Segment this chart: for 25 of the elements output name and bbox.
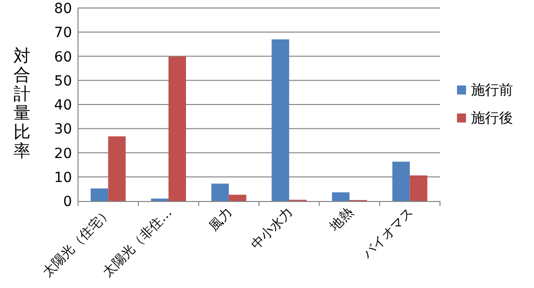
y-tick-label: 80	[54, 1, 72, 17]
y-tick-label: 50	[54, 73, 72, 90]
x-tick-label: バイオマス	[359, 205, 417, 262]
x-tick-label: 風力	[206, 205, 236, 234]
bar	[332, 192, 350, 201]
bar	[211, 184, 229, 201]
bar	[90, 188, 108, 201]
x-tick-label: 中小水力	[248, 205, 296, 253]
legend-label: 施行前	[471, 82, 513, 98]
x-tick-label: 地熱	[326, 205, 356, 235]
y-tick-label: 0	[63, 194, 72, 210]
y-tick-label: 70	[54, 25, 72, 42]
bar	[228, 194, 246, 201]
y-tick-label: 20	[54, 146, 72, 162]
bar	[108, 136, 126, 201]
bar	[168, 56, 186, 201]
y-tick-label: 30	[54, 122, 72, 138]
bar	[272, 39, 290, 201]
legend-label: 施行後	[471, 110, 513, 126]
y-tick-label: 60	[54, 49, 72, 66]
y-axis-title: 対合計量比率	[14, 46, 30, 162]
bar	[410, 175, 428, 201]
y-tick-label: 40	[54, 98, 72, 114]
y-tick-label: 10	[54, 170, 72, 186]
bar	[392, 162, 410, 201]
